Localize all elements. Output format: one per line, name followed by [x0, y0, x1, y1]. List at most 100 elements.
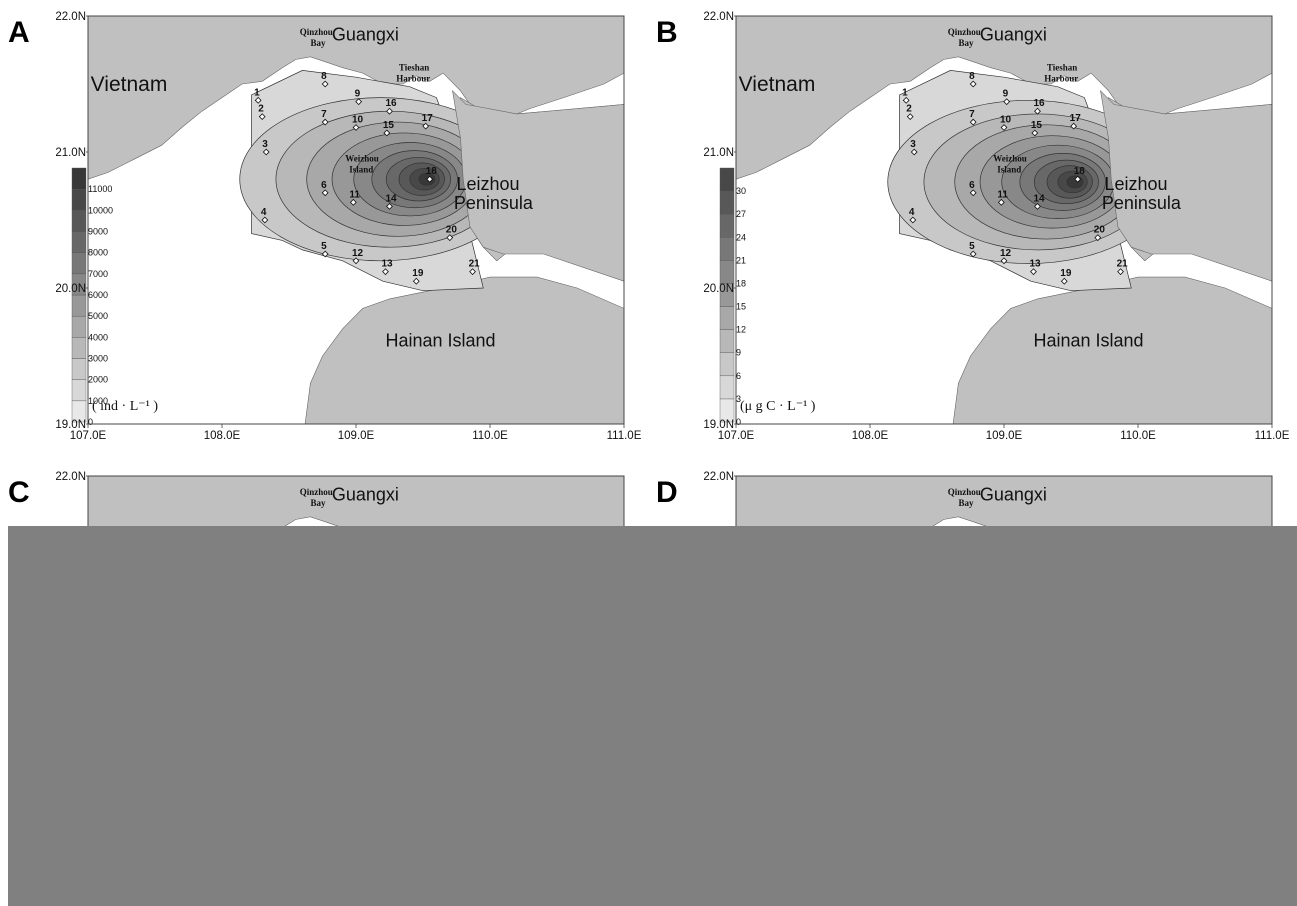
y-tick-label: 21.0N: [703, 147, 734, 159]
y-tick-label: 21.0N: [55, 147, 86, 159]
station-label: 9: [1003, 89, 1009, 100]
station-marker: [969, 189, 977, 197]
station-marker: [909, 216, 917, 224]
legend-swatch: [71, 358, 87, 380]
place-label-guangxi: Guangxi: [980, 484, 1047, 504]
legend-tick-label: 4000: [88, 332, 108, 342]
station-marker: [262, 148, 270, 156]
legend-tick-label: 0: [736, 417, 741, 427]
station-label: 8: [969, 71, 975, 82]
station-marker: [261, 216, 269, 224]
station-label: 4: [261, 207, 267, 218]
place-label-tieshan-harbour: Tieshan: [399, 62, 429, 72]
station-marker: [1030, 268, 1037, 276]
station-label: 9: [355, 89, 361, 100]
leizhou-peninsula-land: [452, 89, 625, 282]
station-marker: [969, 250, 977, 258]
station-label: 6: [321, 180, 327, 191]
station-label: 12: [1000, 248, 1012, 259]
legend-swatch: [71, 379, 87, 402]
x-tick-label: 110.0E: [472, 430, 508, 442]
station-label: 12: [352, 248, 364, 259]
station-label: 21: [1117, 259, 1129, 270]
x-tick-label: 109.0E: [986, 430, 1023, 442]
station-marker: [1000, 124, 1008, 131]
place-label-leizhou-peninsula: Leizhou: [1105, 174, 1168, 194]
panel-letter: C: [8, 476, 30, 509]
station-marker: [321, 189, 329, 197]
x-tick-label: 108.0E: [204, 430, 241, 442]
place-label-vietnam: Vietnam: [739, 73, 816, 96]
y-tick-label: 20.0N: [55, 283, 86, 295]
station-label: 19: [1060, 268, 1072, 279]
station-marker: [1070, 122, 1078, 130]
station-marker: [254, 96, 262, 104]
place-label-hainan-island: Hainan Island: [1033, 330, 1143, 350]
legend-tick-label: 5000: [88, 311, 108, 321]
mainland-china-vietnam: [735, 15, 1273, 180]
station-marker: [969, 80, 977, 88]
legend-tick-label: 2000: [88, 375, 108, 385]
station-marker: [412, 277, 420, 285]
station-marker: [1000, 257, 1008, 265]
legend-tick-label: 3: [736, 394, 741, 404]
color-legend: 0 3 6 9 12 15 18 21 24 27 30 (μ g C · L⁻¹ ): [719, 167, 816, 427]
leizhou-peninsula-land: [1100, 89, 1273, 282]
station-label: 16: [386, 98, 398, 109]
map-panel-a: 0 1000 2000 3000 4000 5000 6000 7000 8000 9000 100…: [8, 11, 642, 442]
place-label-guangxi: Guangxi: [980, 24, 1047, 44]
station-marker: [321, 118, 329, 126]
panel-letter: A: [8, 16, 30, 49]
legend-swatch: [71, 210, 87, 232]
place-label-tieshan-harbour: Harbour: [1044, 73, 1078, 83]
station-label: 15: [1031, 120, 1043, 131]
legend-swatch: [71, 315, 87, 338]
place-label-qinzhou-bay: Qinzhou: [948, 27, 981, 37]
legend-tick-label: 9: [736, 348, 741, 358]
station-label: 10: [352, 115, 364, 126]
station-marker: [1094, 234, 1102, 242]
station-marker: [355, 98, 363, 106]
legend-unit-label: ( ind · L⁻¹ ): [92, 399, 158, 414]
station-label: 17: [422, 113, 434, 124]
station-marker: [426, 175, 434, 183]
x-tick-label: 107.0E: [718, 430, 755, 442]
station-label: 19: [412, 268, 424, 279]
place-label-leizhou-peninsula: Peninsula: [1102, 193, 1182, 213]
place-label-vietnam: Vietnam: [91, 73, 168, 96]
legend-swatch: [719, 352, 735, 377]
station-label: 10: [1000, 115, 1012, 126]
x-tick-label: 108.0E: [852, 430, 889, 442]
station-marker: [997, 198, 1005, 206]
legend-tick-label: 30: [736, 186, 746, 196]
station-label: 5: [969, 241, 975, 252]
station-label: 16: [1034, 98, 1046, 109]
legend-swatch: [71, 231, 87, 253]
station-label: 15: [383, 120, 395, 131]
station-label: 1: [902, 87, 908, 98]
y-tick-label: 22.0N: [703, 471, 734, 483]
legend-tick-label: 9000: [88, 227, 108, 237]
x-tick-label: 107.0E: [70, 430, 107, 442]
station-marker: [1003, 98, 1011, 106]
station-label: 20: [1094, 225, 1106, 236]
station-marker: [1060, 277, 1068, 285]
station-label: 18: [426, 166, 438, 177]
legend-swatch: [71, 294, 87, 317]
y-tick-label: 19.0N: [703, 419, 734, 431]
station-label: 8: [321, 71, 327, 82]
legend-tick-label: 6: [736, 371, 741, 381]
x-tick-label: 110.0E: [1120, 430, 1156, 442]
gray-overlay-block: [8, 526, 1297, 906]
legend-tick-label: 27: [736, 209, 746, 219]
station-marker: [349, 198, 357, 206]
legend-swatch: [719, 167, 735, 192]
station-marker: [969, 118, 977, 126]
station-label: 4: [909, 207, 915, 218]
color-legend: 0 1000 2000 3000 4000 5000 6000 7000 8000 9000 100…: [71, 167, 158, 427]
station-label: 20: [446, 225, 458, 236]
station-marker: [386, 203, 393, 210]
station-label: 2: [258, 104, 264, 115]
station-label: 6: [969, 180, 975, 191]
